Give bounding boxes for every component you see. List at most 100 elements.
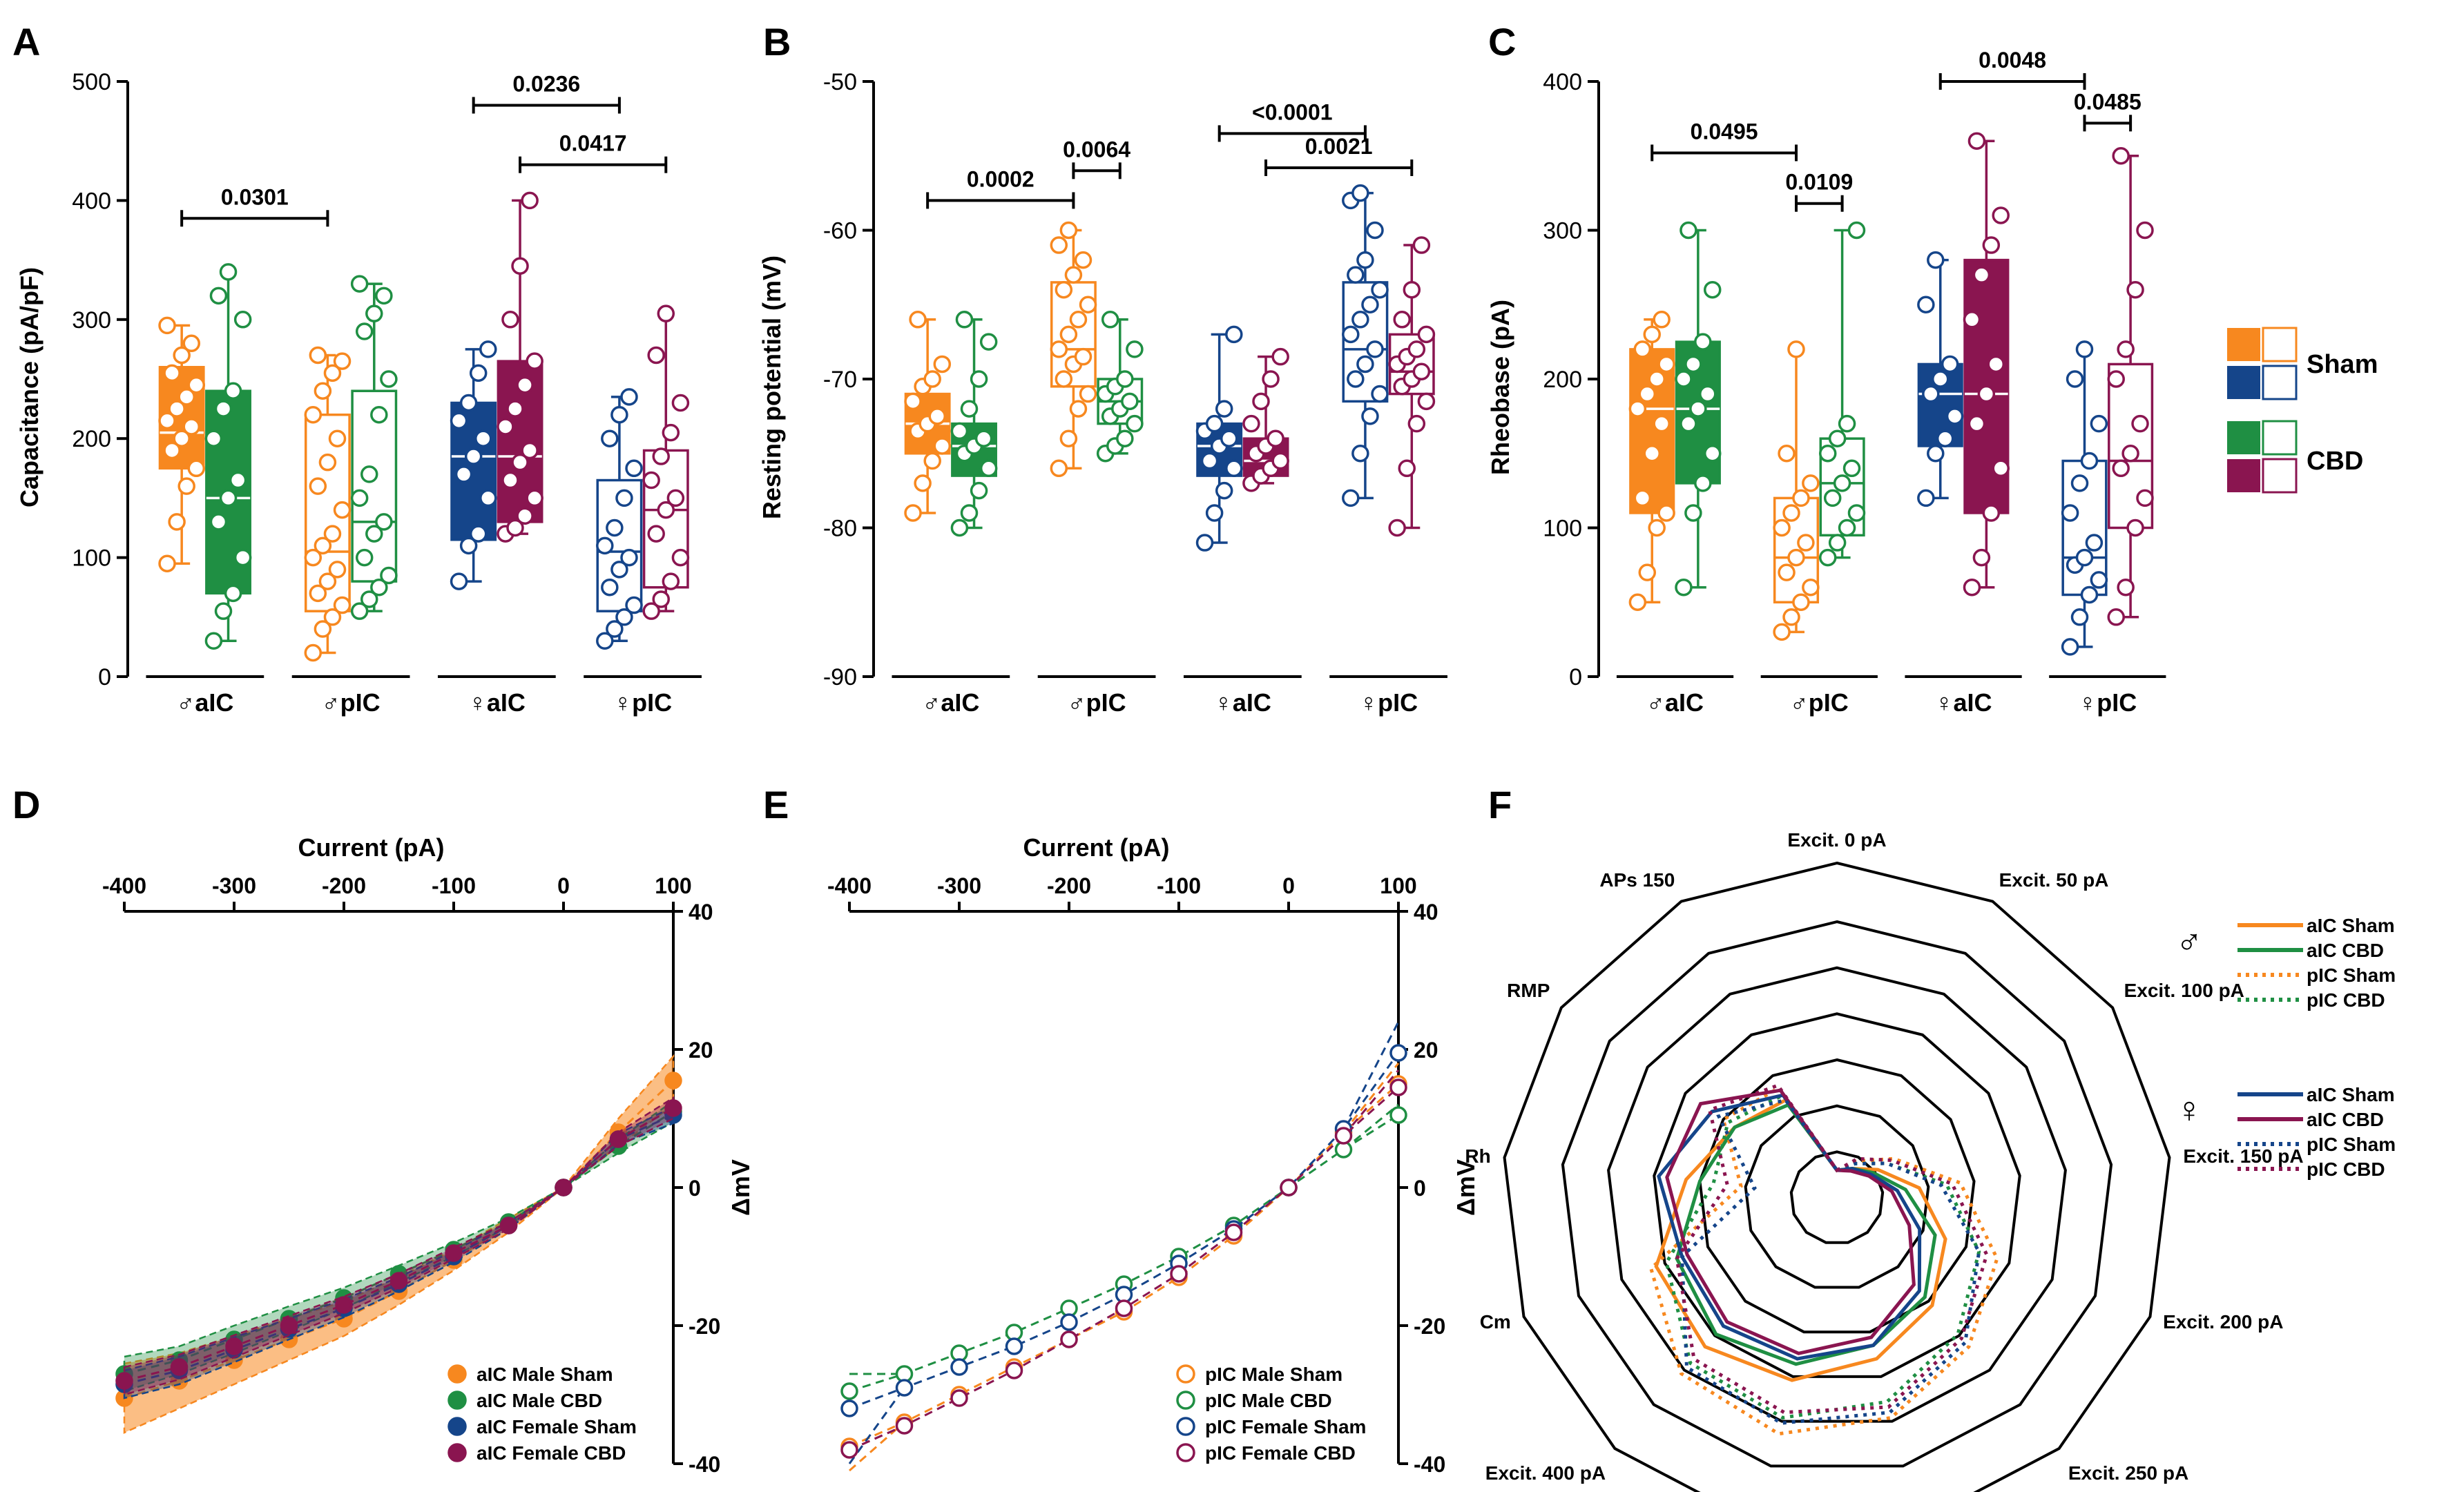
data-point [1356, 251, 1374, 269]
data-point [2112, 459, 2130, 478]
data-point [1398, 459, 1416, 478]
fit-line [124, 1110, 674, 1375]
data-point [1684, 355, 1702, 374]
data-point [974, 429, 993, 447]
data-point [615, 489, 633, 507]
data-point [304, 405, 323, 424]
data-point [928, 407, 946, 425]
y-tick-label: 0 [98, 664, 111, 690]
data-point [960, 400, 979, 418]
data-point [1802, 578, 1820, 597]
legend-sham-open-swatch-female [2262, 365, 2298, 400]
data-point [323, 364, 342, 382]
data-point [1074, 251, 1093, 269]
radar-ring [1653, 1012, 2021, 1378]
data-point [1778, 563, 1796, 581]
y-tick-label: 20 [689, 1038, 713, 1063]
data-point [1972, 266, 1991, 284]
data-point [1778, 445, 1796, 463]
data-point [323, 525, 342, 543]
legend-cbd-open-swatch-female [2262, 458, 2298, 494]
x-tick-label: -300 [937, 873, 981, 898]
data-point [950, 1389, 968, 1407]
data-point [214, 602, 233, 620]
data-point [511, 453, 529, 472]
data-point [318, 453, 337, 472]
data-point [671, 394, 690, 412]
x-tick-label: 0 [557, 873, 570, 898]
radar-axis-label: Excit. 150 pA [2183, 1145, 2303, 1167]
data-point [1972, 548, 1991, 567]
data-point [1280, 1179, 1298, 1196]
panel-c-rheobase: 0 100 200 300 400 Rheobase (pA) ♂aIC ♂pIC ♀aIC ♀p… [1486, 48, 2166, 717]
data-point [350, 489, 369, 507]
radar-outer-ring [1503, 861, 2171, 1492]
data-point [209, 513, 228, 531]
data-point [1389, 1044, 1407, 1062]
data-point [1967, 132, 1986, 150]
data-point [1262, 370, 1280, 388]
data-point [309, 346, 327, 365]
data-point [1694, 333, 1712, 351]
data-point [1225, 325, 1243, 344]
p-value-label: 0.0236 [512, 71, 580, 96]
data-point [1059, 325, 1078, 344]
y-tick-label: -50 [823, 69, 857, 95]
panel-label-b: B [763, 20, 791, 64]
data-point [950, 519, 969, 537]
data-point [1225, 459, 1243, 478]
data-point [664, 1072, 682, 1089]
data-point [620, 388, 638, 406]
data-point [601, 578, 619, 597]
legend-label: aIC Male Sham [477, 1364, 613, 1385]
radar-axis-label: Excit. 250 pA [2068, 1462, 2188, 1484]
legend-label: aIC Sham [2307, 1084, 2395, 1105]
data-point [187, 459, 206, 478]
radar-axis-label: RMP [1507, 980, 1550, 1001]
legend-label: pIC CBD [2307, 989, 2385, 1011]
data-point [479, 489, 497, 507]
data-point [1252, 392, 1270, 411]
data-point [479, 340, 497, 358]
data-point [610, 405, 628, 424]
data-point [1371, 385, 1389, 403]
data-point [1679, 221, 1697, 240]
data-point [1982, 236, 2001, 254]
radar-series [1680, 1098, 1981, 1425]
data-point [204, 632, 223, 650]
data-point [1963, 311, 1981, 329]
data-point [516, 376, 534, 394]
radar-axis-label: Cm [1480, 1311, 1511, 1333]
data-point [1675, 370, 1693, 388]
data-point [1116, 370, 1134, 388]
data-point [1917, 296, 1935, 313]
data-point [2107, 608, 2125, 626]
data-point [497, 418, 514, 436]
data-point [380, 370, 398, 388]
radar-series [1675, 1083, 1989, 1415]
data-point [596, 632, 614, 650]
data-point [1393, 311, 1411, 329]
legend-sham-open-swatch [2262, 327, 2298, 362]
data-point [620, 548, 638, 567]
p-value-label: 0.0002 [967, 166, 1034, 191]
panel-label-a: A [12, 20, 40, 64]
data-point [1055, 370, 1073, 388]
data-point [350, 275, 369, 293]
data-point [1074, 347, 1093, 366]
data-point [1069, 400, 1088, 418]
data-point [1838, 519, 1856, 537]
data-point [187, 376, 206, 394]
data-point [459, 536, 478, 555]
data-point [225, 1337, 243, 1355]
y-tick-label: 0 [689, 1176, 701, 1201]
legend-label: pIC Sham [2307, 1134, 2396, 1155]
data-point [214, 400, 233, 418]
data-point [2080, 585, 2099, 604]
data-point [1351, 311, 1369, 329]
data-point [173, 346, 191, 365]
data-point [350, 602, 369, 620]
data-point [1407, 340, 1426, 358]
radar-ring [1789, 1150, 1885, 1244]
data-point [168, 513, 186, 531]
